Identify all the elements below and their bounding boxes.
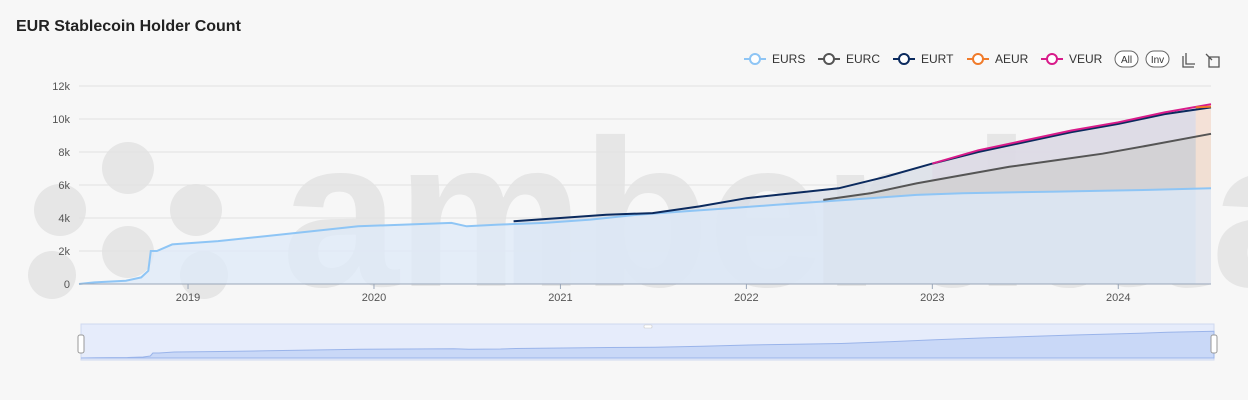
y-tick-label: 12k [52,81,70,93]
line-aeur [1195,105,1212,109]
y-tick-label: 6k [58,180,70,192]
navigator-handle-right[interactable] [1210,334,1218,354]
legend-label: AEUR [995,52,1029,66]
legend-marker [749,53,761,65]
areas [79,104,1211,285]
y-tick-label: 10k [52,114,70,126]
lines [78,103,1212,285]
x-tick-label: 2023 [920,292,944,304]
x-tick-label: 2021 [548,292,572,304]
navigator-scroll-grip[interactable] [643,324,653,329]
x-tick-label: 2022 [734,292,758,304]
zoom-reset-icon[interactable] [1205,53,1220,68]
legend-marker [898,53,910,65]
chart-title: EUR Stablecoin Holder Count [16,18,241,35]
line-veur [932,103,1212,165]
y-tick-label: 0 [64,279,70,291]
y-tick-label: 8k [58,147,70,159]
navigator [77,323,1218,361]
button-label: Inv [1151,55,1164,66]
line-eurc [823,132,1212,201]
y-tick-label: 4k [58,213,70,225]
axes: 0 2k 4k 6k 8k 10k 12k 2019 2020 2021 2022 2023 2024 [52,81,1211,304]
legend-item-veur[interactable]: VEUR [1041,52,1103,66]
x-tick-label: 2019 [176,292,200,304]
icon-path [1182,53,1195,68]
legend-label: VEUR [1069,52,1103,66]
navigator-handle-left[interactable] [77,334,85,354]
toggle-all-button[interactable]: All [1114,50,1139,68]
button-label: All [1121,55,1132,66]
legend: EURS EURC EURT AEUR VEUR [744,52,1103,66]
legend-label: EURT [921,52,954,66]
icon-path [1205,53,1220,68]
button-frame [1145,50,1170,68]
legend-item-eurt[interactable]: EURT [893,52,954,66]
y-tick-label: 2k [58,246,70,258]
legend-label: EURC [846,52,880,66]
legend-marker [823,53,835,65]
legend-item-aeur[interactable]: AEUR [967,52,1029,66]
button-frame [1114,50,1139,68]
x-tick-label: 2020 [362,292,386,304]
toggle-inv-button[interactable]: Inv [1145,50,1170,68]
legend-marker [972,53,984,65]
x-tick-label: 2024 [1106,292,1130,304]
legend-label: EURS [772,52,805,66]
legend-marker [1046,53,1058,65]
line-eurt [513,106,1212,223]
zoom-select-icon[interactable] [1182,53,1195,68]
legend-item-eurs[interactable]: EURS [744,52,805,66]
legend-item-eurc[interactable]: EURC [818,52,880,66]
navigator-series [80,330,1215,359]
line-eurs [78,187,1212,285]
area-eurs [79,188,1211,284]
chart-controls: All Inv [1114,50,1220,68]
